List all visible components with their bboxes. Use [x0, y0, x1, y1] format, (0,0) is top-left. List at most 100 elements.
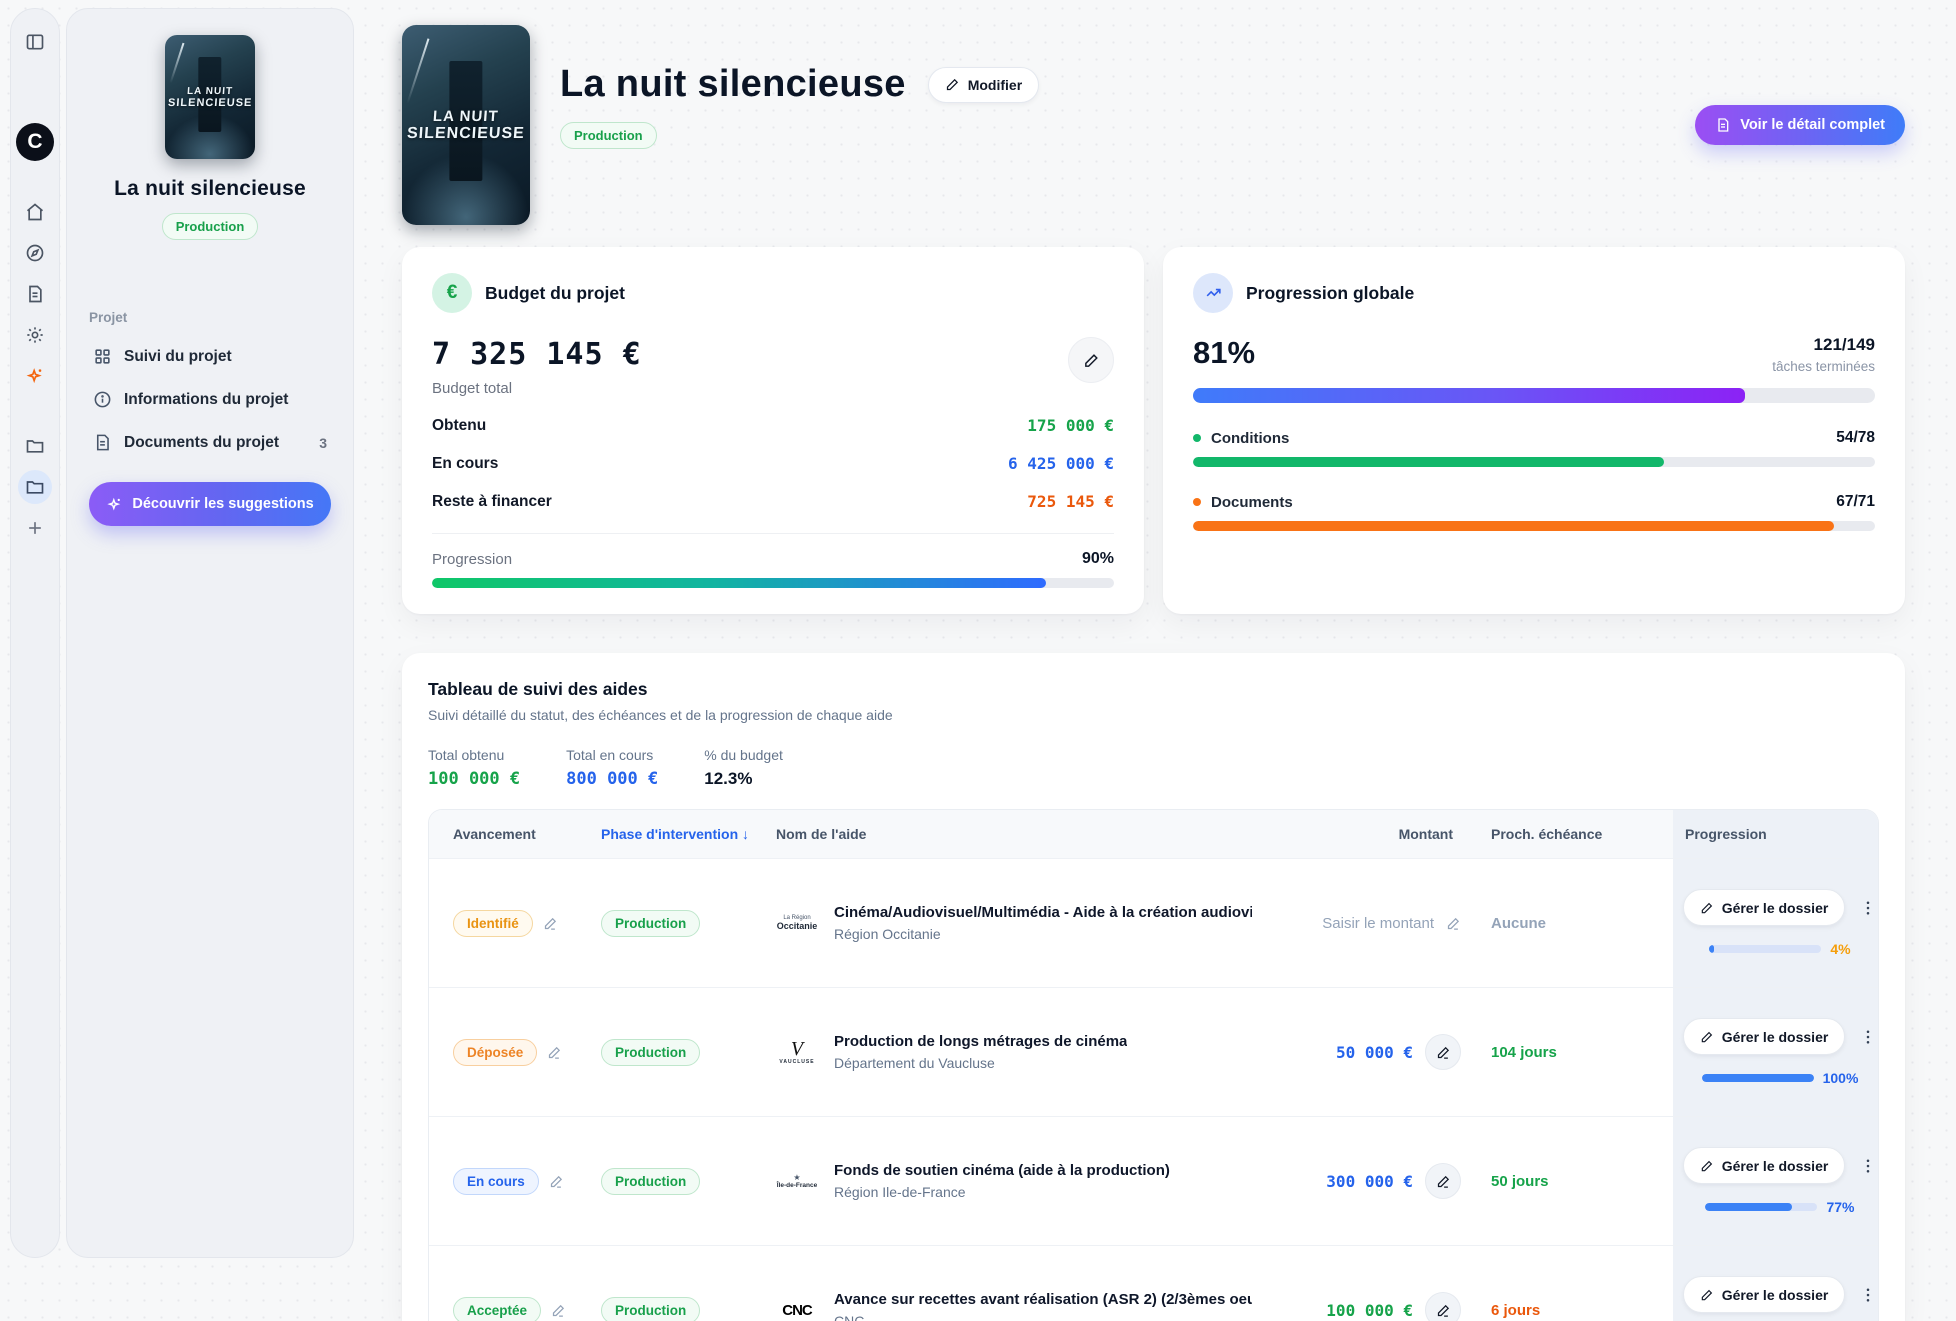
sidebar-section-label: Projet	[89, 310, 331, 325]
project-header: LA NUIT SILENCIEUSE La nuit silencieuse …	[402, 0, 1905, 225]
documents-count-badge: 3	[319, 435, 327, 451]
amount-value: 50 000 €	[1336, 1043, 1413, 1062]
aid-org: Région Ile-de-France	[834, 1184, 1170, 1200]
sidebar-toggle-icon[interactable]	[18, 25, 52, 59]
conditions-count: 54/78	[1836, 429, 1875, 447]
stat-label: % du budget	[704, 747, 783, 763]
amount-value[interactable]: Saisir le montant	[1322, 915, 1434, 932]
table-title: Tableau de suivi des aides	[428, 679, 1879, 700]
row-menu-icon[interactable]	[1859, 899, 1877, 917]
modify-button[interactable]: Modifier	[928, 67, 1039, 103]
table-row: Acceptée Production CNC Avance sur recet…	[429, 1245, 1878, 1321]
manage-file-button[interactable]: Gérer le dossier	[1683, 1147, 1846, 1184]
pencil-icon	[1700, 1159, 1714, 1173]
edit-amount-button[interactable]	[1425, 1034, 1461, 1070]
settings-gear-icon[interactable]	[18, 318, 52, 352]
aid-org: CNC	[834, 1313, 1252, 1321]
col-nom-aide: Nom de l'aide	[764, 826, 1264, 842]
phase-badge: Production	[601, 1297, 700, 1321]
sidebar-item-suivi-du-projet[interactable]: Suivi du projet	[89, 339, 331, 374]
poster-title-line1: LA NUIT	[433, 108, 500, 125]
documents-label: Documents	[1211, 494, 1293, 511]
edit-amount-button[interactable]	[1425, 1292, 1461, 1321]
documents-icon[interactable]	[18, 277, 52, 311]
edit-status-icon[interactable]	[543, 916, 558, 931]
pencil-icon	[1700, 901, 1714, 915]
pencil-icon	[1083, 352, 1100, 369]
view-full-detail-label: Voir le détail complet	[1740, 117, 1885, 133]
row-menu-icon[interactable]	[1859, 1286, 1877, 1304]
aid-name: Production de longs métrages de cinéma	[834, 1033, 1127, 1050]
documents-dot	[1193, 498, 1201, 506]
col-phase-sorted[interactable]: Phase d'intervention ↓	[589, 826, 764, 842]
status-badge: Déposée	[453, 1039, 537, 1066]
edit-budget-button[interactable]	[1068, 337, 1114, 383]
stat-pct-budget: % du budget 12.3%	[704, 747, 783, 789]
aid-name: Fonds de soutien cinéma (aide à la produ…	[834, 1162, 1170, 1179]
header-status-badge: Production	[560, 122, 657, 149]
app-logo[interactable]: C	[16, 123, 54, 161]
sidebar-item-label: Suivi du projet	[124, 348, 232, 366]
budget-line-label: En cours	[432, 455, 498, 473]
stat-value: 800 000 €	[566, 769, 658, 789]
stat-value: 12.3%	[704, 769, 783, 789]
edit-amount-icon[interactable]	[1446, 916, 1461, 931]
sidebar-project-title: La nuit silencieuse	[89, 177, 331, 201]
folder-icon[interactable]	[18, 429, 52, 463]
amount-value: 100 000 €	[1326, 1301, 1413, 1320]
budget-line-en-cours: En cours 6 425 000 €	[432, 454, 1114, 473]
sidebar-item-informations-du-projet[interactable]: Informations du projet	[89, 382, 331, 417]
project-poster-large: LA NUIT SILENCIEUSE	[402, 25, 530, 225]
row-menu-icon[interactable]	[1859, 1157, 1877, 1175]
discover-suggestions-button[interactable]: Découvrir les suggestions	[89, 482, 331, 526]
manage-file-button[interactable]: Gérer le dossier	[1683, 1276, 1846, 1313]
row-menu-icon[interactable]	[1859, 1028, 1877, 1046]
edit-amount-button[interactable]	[1425, 1163, 1461, 1199]
sparkle-icon	[106, 496, 123, 513]
sidebar-item-label: Informations du projet	[124, 391, 288, 409]
col-progression: Progression	[1673, 810, 1879, 858]
sidebar-nav: Suivi du projet Informations du projet D…	[89, 339, 331, 460]
sidebar-status-badge: Production	[162, 213, 259, 240]
aid-name: Avance sur recettes avant réalisation (A…	[834, 1291, 1252, 1308]
edit-status-icon[interactable]	[549, 1174, 564, 1189]
stat-label: Total en cours	[566, 747, 658, 763]
global-progress-card: Progression globale 81% 121/149 tâches t…	[1163, 247, 1905, 614]
suggestions-sparkle-icon[interactable]	[18, 359, 52, 393]
budget-progress-label: Progression	[432, 551, 512, 568]
compass-icon[interactable]	[18, 236, 52, 270]
manage-file-button[interactable]: Gérer le dossier	[1683, 1018, 1846, 1055]
pencil-icon	[945, 77, 960, 92]
funder-logo-cnc: CNC	[776, 1289, 818, 1321]
sidebar-item-documents-du-projet[interactable]: Documents du projet 3	[89, 425, 331, 460]
documents-progress-bar	[1193, 521, 1875, 531]
table-stats: Total obtenu 100 000 € Total en cours 80…	[428, 747, 1879, 789]
status-badge: En cours	[453, 1168, 539, 1195]
deadline-value: 104 jours	[1479, 1044, 1673, 1061]
info-icon	[93, 390, 112, 409]
global-progress-bar	[1193, 388, 1875, 403]
stat-total-en-cours: Total en cours 800 000 €	[566, 747, 658, 789]
row-progress-bar	[1705, 1203, 1817, 1211]
budget-progress-value: 90%	[1082, 550, 1114, 568]
edit-status-icon[interactable]	[551, 1303, 566, 1318]
discover-suggestions-label: Découvrir les suggestions	[132, 496, 313, 512]
edit-status-icon[interactable]	[547, 1045, 562, 1060]
add-project-icon[interactable]	[18, 511, 52, 545]
budget-card-title: Budget du projet	[485, 283, 625, 304]
funder-logo-ile-de-france: ★Île-de-France	[776, 1160, 818, 1202]
project-poster-thumbnail: LA NUIT SILENCIEUSE	[165, 35, 255, 159]
home-icon[interactable]	[18, 195, 52, 229]
view-full-detail-button[interactable]: Voir le détail complet	[1695, 105, 1905, 145]
deadline-value: Aucune	[1479, 915, 1673, 932]
project-folder-active-icon[interactable]	[18, 470, 52, 504]
manage-file-button[interactable]: Gérer le dossier	[1683, 889, 1846, 926]
table-row: En cours Production ★Île-de-France Fonds…	[429, 1116, 1878, 1245]
budget-total-amount: 7 325 145 €	[432, 337, 642, 372]
budget-line-label: Obtenu	[432, 417, 486, 435]
page-title: La nuit silencieuse	[560, 63, 906, 106]
phase-badge: Production	[601, 910, 700, 937]
